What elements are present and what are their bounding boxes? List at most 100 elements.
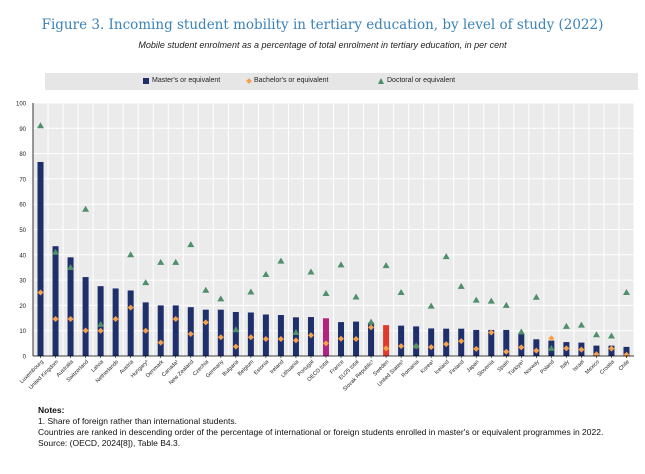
point-doctoral (292, 328, 300, 335)
point-doctoral (157, 258, 165, 265)
point-bachelors (428, 344, 435, 351)
point-doctoral (427, 302, 435, 309)
bar-masters (383, 325, 390, 356)
y-tick-label: 30 (19, 279, 26, 285)
bar-masters (247, 312, 254, 356)
point-bachelors (142, 327, 149, 334)
x-tick-label: Estonia (253, 359, 271, 377)
point-bachelors (262, 336, 269, 343)
x-tick-label: Iceland (434, 359, 451, 376)
point-doctoral (352, 293, 360, 300)
point-doctoral (562, 322, 570, 329)
x-tick-label: Slovenia (477, 359, 497, 379)
chart-title: Figure 3. Incoming student mobility in t… (41, 17, 604, 33)
point-doctoral (532, 293, 540, 300)
x-tick-label: Belgium (237, 359, 256, 378)
point-doctoral (472, 296, 480, 303)
bar-masters (533, 339, 540, 356)
y-tick-label: 90 (19, 127, 26, 133)
point-doctoral (607, 332, 615, 339)
point-bachelors (533, 347, 540, 354)
y-tick-label: 50 (19, 228, 26, 234)
legend: Master's or equivalent Bachelor's or equ… (45, 73, 638, 90)
bar-masters (37, 161, 44, 356)
point-bachelors (458, 338, 465, 345)
bar-masters (217, 309, 224, 356)
x-tick-label: Chile (618, 359, 631, 372)
bar-masters (202, 309, 209, 356)
point-bachelors (172, 316, 179, 323)
point-doctoral (337, 261, 345, 268)
notes: Notes: 1. Share of foreign rather than i… (38, 405, 618, 449)
bar-masters (277, 315, 284, 356)
x-tick-label: Croatia (599, 359, 616, 376)
bar-masters (82, 277, 89, 356)
point-doctoral (172, 258, 180, 265)
point-bachelors (383, 345, 390, 352)
bar-masters (52, 246, 59, 356)
point-bachelors (127, 304, 134, 311)
x-tick-label: Norway (523, 359, 541, 377)
point-doctoral (367, 318, 375, 325)
point-doctoral (322, 290, 330, 297)
bar-masters (488, 329, 495, 356)
x-tick-label: Finland (449, 359, 466, 376)
y-tick-label: 70 (19, 177, 26, 183)
point-bachelors (398, 343, 405, 350)
point-doctoral (547, 344, 555, 351)
point-bachelors (563, 345, 570, 352)
point-bachelors (578, 346, 585, 353)
bar-masters (157, 305, 164, 356)
bar-masters (398, 325, 405, 356)
bar-masters (473, 329, 480, 356)
bar-masters (413, 326, 420, 356)
legend-item-bachelors: Bachelor's or equivalent (246, 77, 329, 84)
point-doctoral (232, 326, 240, 333)
bar-masters (67, 257, 74, 356)
point-doctoral (67, 263, 75, 270)
bar-masters (623, 346, 630, 356)
point-bachelors (292, 337, 299, 344)
note-line: Countries are ranked in descending order… (38, 427, 604, 437)
point-doctoral (262, 271, 270, 278)
bar-masters (127, 290, 134, 356)
y-tick-label: 60 (19, 203, 26, 209)
note-source: Source: (OECD, 2024[8]), Table B4.3. (38, 438, 181, 448)
point-doctoral (307, 268, 315, 275)
point-bachelors (488, 329, 495, 336)
y-tick-label: 80 (19, 152, 26, 158)
point-bachelors (473, 345, 480, 352)
legend-item-doctoral: Doctoral or equivalent (378, 77, 455, 84)
legend-label: Bachelor's or equivalent (254, 77, 329, 84)
point-bachelors (112, 316, 119, 323)
point-bachelors (82, 327, 89, 334)
point-bachelors (277, 336, 284, 343)
point-bachelors (202, 319, 209, 326)
x-tick-label: Mexico (584, 359, 601, 376)
point-bachelors (97, 327, 104, 334)
triangle-swatch-icon (378, 77, 384, 84)
bar-masters (232, 311, 239, 356)
point-bachelors (608, 345, 615, 352)
point-doctoral (52, 248, 60, 255)
point-doctoral (202, 286, 210, 293)
point-doctoral (412, 342, 420, 349)
point-bachelors (353, 336, 360, 343)
legend-label: Doctoral or equivalent (387, 77, 456, 84)
point-bachelors (307, 332, 314, 339)
bar-masters (503, 329, 510, 356)
bar-masters (368, 322, 375, 356)
bar-masters (593, 345, 600, 356)
bar-masters (322, 318, 329, 356)
x-tick-label: Italy (559, 359, 571, 371)
bar-masters (292, 317, 299, 356)
bar-masters (172, 305, 179, 356)
point-bachelors (338, 335, 345, 342)
point-doctoral (277, 257, 285, 264)
point-doctoral (442, 253, 450, 260)
point-bachelors (37, 289, 44, 296)
y-tick-label: 20 (19, 304, 26, 310)
note-line: 1. Share of foreign rather than internat… (38, 416, 237, 426)
point-doctoral (592, 331, 600, 338)
point-bachelors (247, 334, 254, 341)
